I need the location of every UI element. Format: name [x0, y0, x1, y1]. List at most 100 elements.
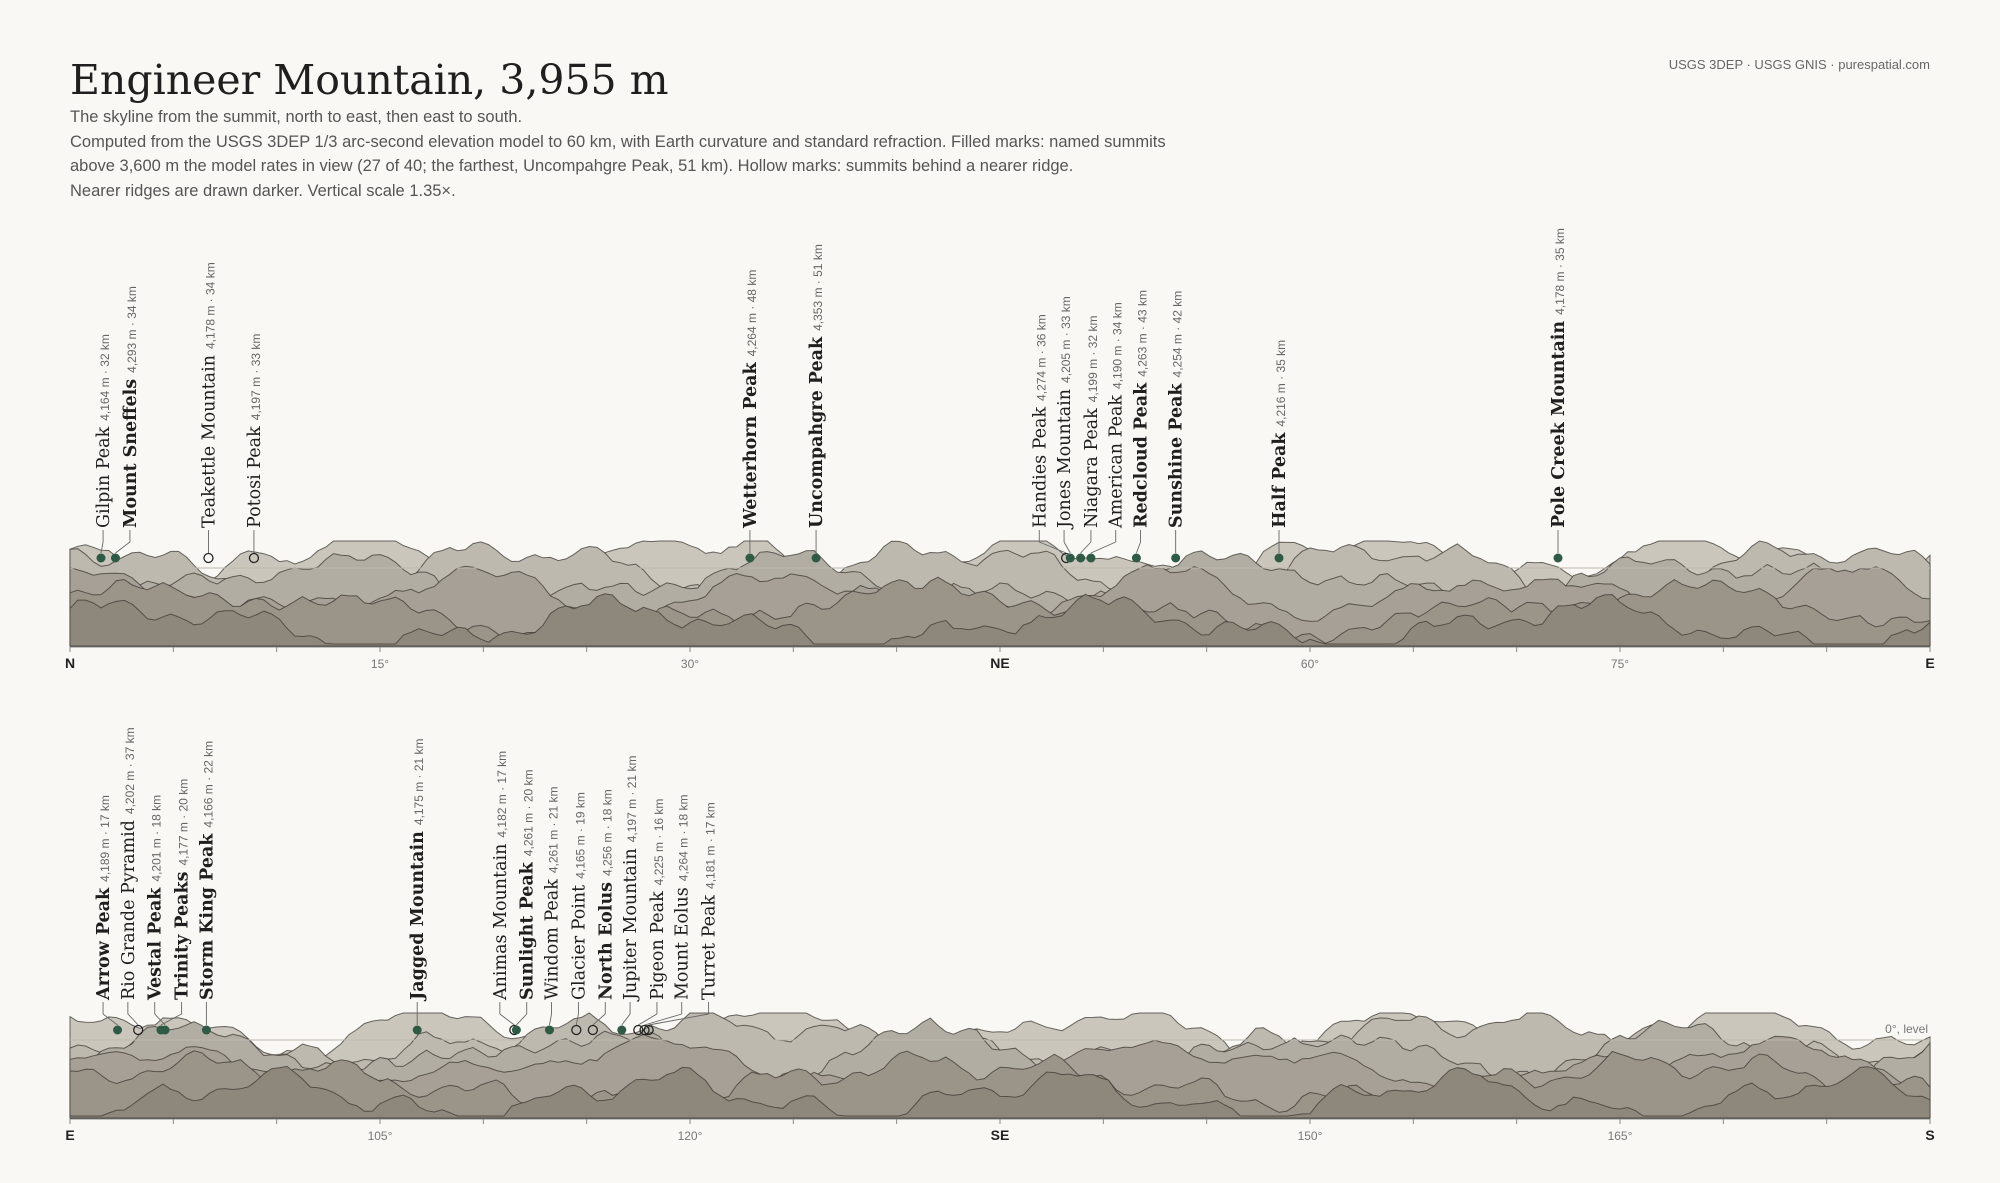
- summit-marker-filled: [96, 553, 106, 563]
- peak-label: Jagged Mountain 4,175 m · 21 km: [408, 738, 428, 1002]
- peak-marker-group: Trinity Peaks 4,177 m · 20 km: [156, 779, 193, 1035]
- peak-name: Niagara Peak: [1082, 408, 1102, 528]
- peak-meta: 4,205 m · 33 km: [1059, 296, 1073, 383]
- peak-label: Uncompahgre Peak 4,353 m · 51 km: [807, 244, 827, 528]
- summit-marker-hollow: [639, 1024, 650, 1036]
- leader-line: [516, 1013, 528, 1026]
- peak-label: Handies Peak 4,274 m · 36 km: [1030, 314, 1050, 528]
- peak-label: Wetterhorn Peak 4,264 m · 48 km: [741, 270, 761, 529]
- summit-marker-filled: [544, 1025, 554, 1035]
- peak-meta: 4,197 m · 33 km: [249, 334, 263, 421]
- peak-marker-group: Gilpin Peak 4,164 m · 32 km: [94, 334, 114, 563]
- ridge-layer: [69, 1065, 1931, 1119]
- peak-name: Sunshine Peak: [1167, 383, 1187, 528]
- subtitle-line-1: The skyline from the summit, north to ea…: [70, 108, 523, 126]
- level-label: 0°, level: [1885, 1022, 1928, 1036]
- peak-meta: 4,190 m · 34 km: [1111, 302, 1125, 389]
- peak-label: Sunshine Peak 4,254 m · 42 km: [1167, 291, 1187, 528]
- peak-label: Gilpin Peak 4,164 m · 32 km: [94, 334, 114, 528]
- azimuth-tick-label: 105°: [368, 1129, 393, 1143]
- summit-marker-hollow: [571, 1024, 582, 1036]
- subtitle-line-3: above 3,600 m the model rates in view (2…: [70, 157, 1074, 175]
- peak-label: Vestal Peak 4,201 m · 18 km: [146, 795, 166, 1001]
- leader-line: [621, 1013, 631, 1026]
- peak-name: Mount Eolus: [673, 887, 693, 1000]
- peak-meta: 4,199 m · 32 km: [1086, 316, 1100, 403]
- peak-meta: 4,353 m · 51 km: [811, 244, 825, 331]
- peak-marker-group: Uncompahgre Peak 4,353 m · 51 km: [807, 244, 827, 563]
- peak-meta: 4,181 m · 17 km: [704, 802, 718, 889]
- leader-line: [115, 541, 131, 554]
- leader-line: [1135, 541, 1141, 554]
- peak-meta: 4,182 m · 17 km: [495, 751, 509, 838]
- peak-name: Pole Creek Mountain: [1549, 321, 1569, 528]
- peak-meta: 4,166 m · 22 km: [201, 741, 215, 828]
- peak-marker-group: Pole Creek Mountain 4,178 m · 35 km: [1549, 228, 1569, 563]
- peak-meta: 4,177 m · 20 km: [177, 779, 191, 866]
- peak-meta: 4,263 m · 43 km: [1136, 290, 1150, 377]
- peak-label: Pole Creek Mountain 4,178 m · 35 km: [1549, 228, 1569, 528]
- peak-label: Glacier Point 4,165 m · 19 km: [569, 792, 589, 1000]
- leader-line: [1039, 541, 1067, 554]
- peak-meta: 4,164 m · 32 km: [98, 334, 112, 421]
- peak-marker-group: Glacier Point 4,165 m · 19 km: [569, 792, 589, 1036]
- peak-meta: 4,189 m · 17 km: [98, 795, 112, 882]
- peak-marker-group: Redcloud Peak 4,263 m · 43 km: [1132, 290, 1152, 563]
- peak-name: Glacier Point: [569, 885, 589, 1000]
- peak-label: Trinity Peaks 4,177 m · 20 km: [173, 779, 193, 1000]
- peak-label: Niagara Peak 4,199 m · 32 km: [1082, 316, 1102, 528]
- leader-line: [102, 1013, 118, 1026]
- peak-label: Teakettle Mountain 4,178 m · 34 km: [199, 262, 219, 528]
- peak-name: Pigeon Peak: [648, 891, 668, 1000]
- leader-line: [638, 1013, 658, 1026]
- peak-meta: 4,175 m · 21 km: [412, 738, 426, 825]
- peak-marker-group: North Eolus 4,256 m · 18 km: [587, 789, 616, 1036]
- peak-marker-group: Sunlight Peak 4,261 m · 20 km: [511, 769, 538, 1035]
- peak-marker-group: Sunshine Peak 4,254 m · 42 km: [1167, 291, 1187, 563]
- leader-line: [592, 1013, 606, 1026]
- peak-meta: 4,274 m · 36 km: [1034, 314, 1048, 401]
- peak-label: American Peak 4,190 m · 34 km: [1107, 302, 1127, 529]
- peak-name: Uncompahgre Peak: [807, 336, 827, 528]
- cardinal-label: N: [65, 655, 75, 671]
- summit-marker-filled: [412, 1025, 422, 1035]
- peak-name: American Peak: [1107, 395, 1127, 529]
- peak-meta: 4,293 m · 34 km: [125, 286, 139, 373]
- peak-marker-group: Half Peak 4,216 m · 35 km: [1270, 340, 1290, 563]
- summit-marker-filled: [811, 553, 821, 563]
- peak-name: Half Peak: [1270, 432, 1290, 528]
- peak-label: Windom Peak 4,261 m · 21 km: [543, 786, 563, 1000]
- ridge-layer: [69, 593, 1931, 647]
- summit-marker-filled: [1553, 553, 1563, 563]
- peak-label: North Eolus 4,256 m · 18 km: [596, 789, 616, 1000]
- subtitle-line-4: Nearer ridges are drawn darker. Vertical…: [70, 182, 456, 200]
- subtitle-line-2: Computed from the USGS 3DEP 1/3 arc-seco…: [70, 133, 1166, 151]
- peak-marker-group: Potosi Peak 4,197 m · 33 km: [245, 334, 265, 564]
- peak-name: Animas Mountain: [491, 844, 511, 1001]
- peak-marker-group: Mount Eolus 4,264 m · 18 km: [639, 795, 693, 1036]
- azimuth-tick-label: 75°: [1611, 657, 1629, 671]
- peak-marker-group: Storm King Peak 4,166 m · 22 km: [197, 741, 217, 1035]
- skyline-panel-1: N 15° 30° NE 60° 75° E Gilpin Peak 4,164 m · 32 …: [65, 228, 1935, 671]
- peak-marker-group: Vestal Peak 4,201 m · 18 km: [146, 795, 170, 1035]
- summit-marker-hollow: [203, 552, 214, 564]
- summit-marker-filled: [1086, 553, 1096, 563]
- peak-marker-group: Animas Mountain 4,182 m · 17 km: [491, 751, 520, 1036]
- peak-marker-group: Mount Sneffels 4,293 m · 34 km: [110, 286, 141, 563]
- skyline-panel-2: 0°, level E 105° 120° SE 150° 165° S Arrow Peak 4…: [65, 727, 1934, 1143]
- peak-name: Handies Peak: [1030, 407, 1050, 528]
- peak-meta: 4,254 m · 42 km: [1171, 291, 1185, 378]
- peak-name: Redcloud Peak: [1132, 382, 1152, 528]
- peak-name: Mount Sneffels: [121, 379, 141, 528]
- leader-line: [575, 1013, 579, 1026]
- peak-marker-group: Pigeon Peak 4,225 m · 16 km: [633, 799, 668, 1036]
- peak-meta: 4,178 m · 35 km: [1553, 228, 1567, 315]
- peak-label: Jones Mountain 4,205 m · 33 km: [1055, 296, 1075, 530]
- peak-label: Rio Grande Pyramid 4,202 m · 37 km: [119, 727, 139, 1000]
- cardinal-label: E: [1925, 655, 1934, 671]
- summit-marker-hollow: [633, 1024, 644, 1036]
- leader-line: [154, 1013, 166, 1026]
- peak-label: Mount Sneffels 4,293 m · 34 km: [121, 286, 141, 528]
- peak-marker-group: Turret Peak 4,181 m · 17 km: [643, 802, 720, 1036]
- page-title: Engineer Mountain, 3,955 m: [70, 56, 669, 104]
